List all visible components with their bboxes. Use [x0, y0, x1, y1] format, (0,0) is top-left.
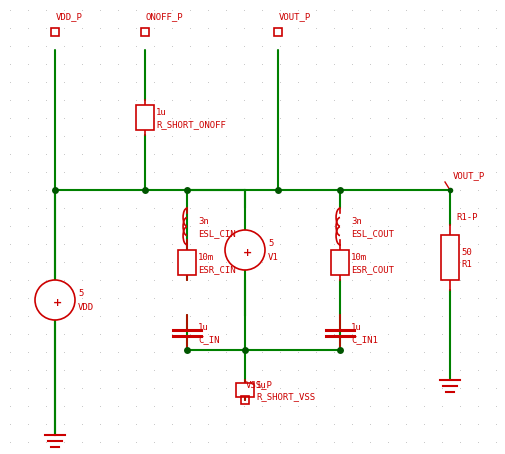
Text: 5: 5: [78, 290, 83, 298]
Text: VDD_P: VDD_P: [56, 12, 83, 21]
Text: VOUT_P: VOUT_P: [452, 171, 484, 180]
Text: 1u: 1u: [156, 108, 167, 117]
Text: +: +: [53, 298, 63, 308]
Text: VDD: VDD: [78, 304, 94, 312]
Text: R_SHORT_VSS: R_SHORT_VSS: [256, 393, 315, 401]
Text: ESL_CIN: ESL_CIN: [197, 229, 235, 238]
Text: ESR_CIN: ESR_CIN: [197, 265, 235, 274]
Text: 10m: 10m: [350, 253, 367, 262]
Bar: [51, 28, 59, 36]
Text: 3n: 3n: [197, 217, 209, 226]
Text: VOUT_P: VOUT_P: [278, 12, 311, 21]
Bar: [274, 28, 281, 36]
Text: ONOFF_P: ONOFF_P: [146, 12, 183, 21]
Text: 1u: 1u: [256, 380, 266, 390]
Circle shape: [225, 230, 265, 270]
Bar: [440, 235, 458, 280]
Text: ESR_COUT: ESR_COUT: [350, 265, 393, 274]
Bar: [141, 28, 148, 36]
Bar: [178, 250, 195, 275]
Text: 5: 5: [268, 240, 273, 248]
Text: R1-P: R1-P: [455, 213, 477, 222]
Text: 10m: 10m: [197, 253, 214, 262]
Bar: [136, 105, 154, 130]
Text: R_SHORT_ONOFF: R_SHORT_ONOFF: [156, 120, 225, 129]
Text: R1: R1: [460, 260, 471, 269]
Text: +: +: [243, 248, 252, 258]
Text: ESL_COUT: ESL_COUT: [350, 229, 393, 238]
Text: C_IN1: C_IN1: [350, 335, 377, 344]
Text: V1: V1: [268, 253, 278, 262]
Bar: [235, 383, 254, 397]
Bar: [240, 396, 248, 404]
Circle shape: [35, 280, 75, 320]
Bar: [330, 250, 348, 275]
Text: 3n: 3n: [350, 217, 361, 226]
Text: 1u: 1u: [197, 323, 209, 332]
Text: C_IN: C_IN: [197, 335, 219, 344]
Text: VSS_P: VSS_P: [245, 380, 272, 389]
Text: 1u: 1u: [350, 323, 361, 332]
Text: 50: 50: [460, 248, 471, 257]
